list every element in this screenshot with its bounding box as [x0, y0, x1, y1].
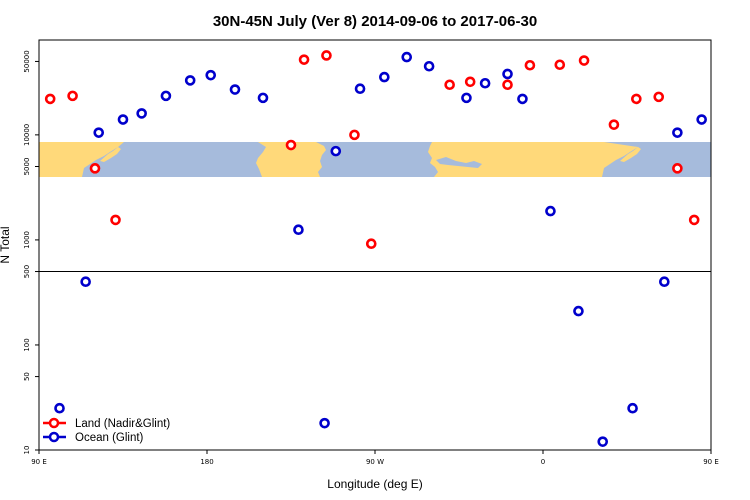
ocean-point: [80, 276, 91, 288]
ocean-point: [54, 402, 65, 414]
land-point: [444, 79, 455, 91]
ocean-point: [573, 305, 584, 317]
land-point: [44, 93, 56, 105]
ocean-point: [354, 83, 366, 95]
ocean-point: [257, 92, 269, 104]
land-point: [631, 93, 642, 105]
legend-ocean-marker: [48, 431, 60, 443]
ocean-point: [319, 417, 330, 429]
y-tick-label: 1000: [23, 231, 31, 249]
legend-land-marker: [48, 417, 60, 429]
land-point: [110, 214, 121, 226]
ocean-point: [672, 127, 683, 138]
y-tick-label: 10: [23, 446, 31, 455]
land-point: [608, 119, 620, 130]
ocean-point: [627, 402, 638, 414]
land-point: [89, 163, 101, 174]
ocean-point: [184, 75, 196, 86]
data-points: [44, 50, 749, 447]
ocean-point: [379, 71, 390, 83]
land-point: [67, 90, 78, 102]
land-point: [321, 50, 332, 61]
map-atlantic-ocean: [316, 142, 438, 177]
ocean-point: [205, 69, 217, 81]
land-point: [578, 55, 590, 66]
land-point: [464, 76, 476, 88]
y-tick-label: 100: [23, 338, 31, 351]
chart-title: 30N-45N July (Ver 8) 2014-09-06 to 2017-…: [213, 13, 537, 30]
x-axis: 90 E 180 90 W 0 90 E: [31, 450, 719, 466]
land-point: [285, 139, 297, 151]
y-tick-label: 5000: [23, 158, 31, 176]
ocean-point: [659, 276, 670, 288]
ocean-point: [502, 68, 513, 80]
world-map-band: [39, 142, 711, 177]
land-point: [365, 238, 377, 250]
y-tick-label: 50: [23, 372, 31, 381]
map-japan: [100, 147, 121, 162]
ocean-point: [716, 109, 724, 117]
map-japan-wrap: [620, 147, 641, 162]
ocean-point: [229, 84, 241, 95]
ocean-point: [93, 127, 105, 138]
map-pacific-ocean: [82, 142, 266, 177]
ocean-point: [117, 114, 129, 125]
ocean-point: [330, 145, 342, 157]
legend-ocean-label: Ocean (Glint): [75, 432, 144, 444]
ocean-point: [517, 93, 528, 105]
y-tick-label: 10000: [23, 124, 31, 146]
y-tick-label: 50000: [23, 50, 31, 72]
legend-land-label: Land (Nadir&Glint): [75, 418, 170, 430]
y-axis: 10 50 100 500 1000 5000 10000 50000: [23, 50, 39, 454]
ocean-point: [160, 90, 172, 102]
y-axis-label: N Total: [0, 226, 12, 263]
land-point: [349, 129, 360, 141]
ocean-point: [461, 92, 472, 104]
map-pacific-ocean-wrap: [602, 142, 711, 177]
ocean-point: [479, 77, 491, 89]
map-mediterranean-sea: [436, 157, 482, 168]
ocean-point: [696, 114, 707, 125]
legend: Land (Nadir&Glint) Ocean (Glint): [43, 417, 170, 444]
land-point: [298, 54, 310, 65]
land-point: [554, 59, 566, 71]
ocean-point: [545, 205, 556, 217]
land-point: [502, 79, 513, 91]
ocean-point: [597, 436, 609, 447]
land-point: [688, 214, 700, 226]
x-tick-label: 90 E: [31, 458, 47, 466]
land-point: [524, 59, 536, 71]
ocean-point: [423, 60, 435, 72]
land-point: [672, 163, 683, 174]
land-point: [653, 91, 665, 103]
x-tick-label: 0: [541, 458, 545, 466]
y-tick-label: 500: [23, 265, 31, 278]
x-tick-label: 180: [200, 458, 213, 466]
x-tick-label: 90 E: [703, 458, 719, 466]
ocean-point: [401, 51, 413, 63]
x-axis-label: Longitude (deg E): [327, 477, 422, 491]
ocean-point: [293, 224, 304, 236]
ocean-point: [741, 92, 749, 100]
ocean-point: [136, 108, 147, 119]
x-tick-label: 90 W: [366, 458, 384, 466]
